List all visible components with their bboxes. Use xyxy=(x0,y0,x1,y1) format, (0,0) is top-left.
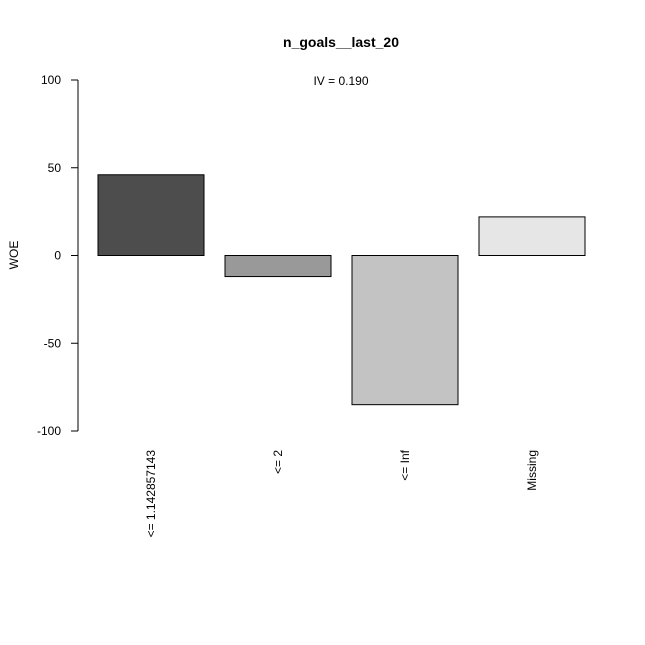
category-label: <= Inf xyxy=(398,449,412,480)
bar xyxy=(224,255,332,278)
y-axis-label: WOE xyxy=(7,241,21,270)
y-tick-label: 100 xyxy=(41,73,61,87)
category-label: Missing xyxy=(525,450,539,491)
chart-title: n_goals__last_20 xyxy=(283,34,399,50)
bar xyxy=(97,174,205,257)
bar xyxy=(351,255,459,406)
y-tick-label: 50 xyxy=(48,161,62,175)
iv-annotation: IV = 0.190 xyxy=(313,74,368,88)
y-tick-label: 0 xyxy=(54,249,61,263)
y-tick-label: -50 xyxy=(44,336,62,350)
y-axis: -100 -50 0 50 100 xyxy=(37,73,79,438)
bar xyxy=(478,216,586,256)
category-label: <= 2 xyxy=(271,450,285,474)
bars-group xyxy=(97,174,586,406)
category-labels: <= 1.142857143 <= 2 <= Inf Missing xyxy=(144,449,539,537)
y-tick-label: -100 xyxy=(37,424,61,438)
category-label: <= 1.142857143 xyxy=(144,450,158,538)
